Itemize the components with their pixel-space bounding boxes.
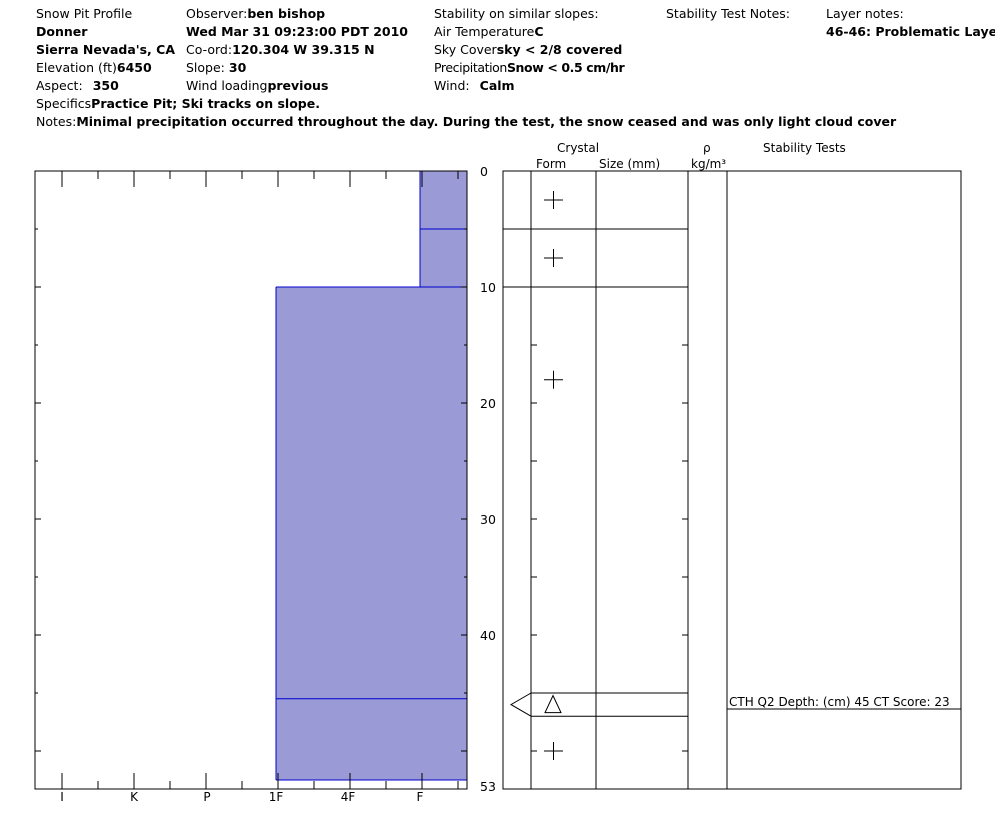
sky-cover-value: sky < 2/8 covered xyxy=(496,42,623,57)
wind-label: Wind: xyxy=(434,78,470,93)
hardness-tick-label: I xyxy=(60,790,64,804)
coord-value: 120.304 W 39.315 N xyxy=(232,42,375,57)
density-unit-header: kg/m³ xyxy=(691,157,727,171)
air-temp-value: C xyxy=(534,24,544,39)
air-temp-label: Air Temperature xyxy=(434,24,535,39)
elevation-value: 6450 xyxy=(116,60,152,75)
hardness-layer-bar xyxy=(276,287,467,699)
region: Sierra Nevada's, CA xyxy=(36,42,176,57)
hardness-frame xyxy=(34,170,468,790)
observer-value: ben bishop xyxy=(247,6,326,21)
hardness-layer-bar xyxy=(276,698,467,780)
layer-notes-label: Layer notes: xyxy=(826,6,904,21)
hardness-tick-label: P xyxy=(203,790,210,804)
crystal-header: Crystal xyxy=(557,141,600,155)
coord-label: Co-ord: xyxy=(186,42,233,57)
profile-title: Snow Pit Profile xyxy=(36,6,133,21)
hardness-tick-label: F xyxy=(417,790,424,804)
precip-value: Snow < 0.5 cm/hr xyxy=(506,60,625,75)
wind-row: Wind: Calm xyxy=(434,77,515,95)
depth-tick-label: 40 xyxy=(480,628,496,643)
precip-label: Precipitation xyxy=(434,60,507,75)
stability-similar-label: Stability on similar slopes: xyxy=(434,6,599,21)
wind-loading-row: Wind loadingprevious xyxy=(186,77,328,95)
depth-tick-label: 30 xyxy=(480,512,496,527)
wind-value: Calm xyxy=(479,78,515,93)
stability-tests-header: Stability Tests xyxy=(763,141,846,155)
coord-row: Co-ord:120.304 W 39.315 N xyxy=(186,41,375,59)
observer-row: Observer:ben bishop xyxy=(186,5,325,23)
precip-row: PrecipitationSnow < 0.5 cm/hr xyxy=(434,59,625,77)
notes-label: Notes: xyxy=(36,114,77,129)
sky-cover-label: Sky Cover xyxy=(434,42,497,57)
slope-label: Slope: xyxy=(186,60,225,75)
hardness-layer-bar xyxy=(420,171,467,229)
stability-test-notes-label: Stability Test Notes: xyxy=(666,6,791,21)
specifics-row: SpecificsPractice Pit; Ski tracks on slo… xyxy=(36,95,320,113)
problem-layer-pointer xyxy=(510,692,532,717)
layer-table-frame xyxy=(502,170,962,790)
specifics-value: Practice Pit; Ski tracks on slope. xyxy=(91,96,320,111)
datetime: Wed Mar 31 09:23:00 PDT 2010 xyxy=(186,24,408,39)
hardness-layer-bar xyxy=(420,229,467,287)
rho-header: ρ xyxy=(703,141,711,155)
hardness-tick-label: 1F xyxy=(269,790,284,804)
size-header: Size (mm) xyxy=(599,157,661,171)
stability-test-label: CTH Q2 Depth: (cm) 45 CT Score: 23 xyxy=(729,695,950,709)
air-temp-row: Air TemperatureC xyxy=(434,23,544,41)
slope-row: Slope: 30 xyxy=(186,59,246,77)
elevation-row: Elevation (ft)6450 xyxy=(36,59,152,77)
depth-tick-label: 20 xyxy=(480,396,496,411)
form-header: Form xyxy=(536,157,567,171)
hardness-tick-label: K xyxy=(130,790,139,804)
wind-loading-label: Wind loading xyxy=(186,78,268,93)
elevation-label: Elevation (ft) xyxy=(36,60,117,75)
notes-row: Notes:Minimal precipitation occurred thr… xyxy=(36,113,896,131)
aspect-label: Aspect: xyxy=(36,78,83,93)
wind-loading-value: previous xyxy=(267,78,329,93)
notes-value: Minimal precipitation occurred throughou… xyxy=(76,114,897,129)
aspect-value: 350 xyxy=(92,78,119,93)
hardness-tick-label: 4F xyxy=(341,790,356,804)
depth-tick-label: 0 xyxy=(480,164,488,179)
observer-label: Observer: xyxy=(186,6,248,21)
crystal-form-triangle xyxy=(544,694,562,714)
aspect-row: Aspect: 350 xyxy=(36,77,119,95)
specifics-label: Specifics xyxy=(36,96,92,111)
depth-tick-label: 10 xyxy=(480,280,496,295)
slope-value: 30 xyxy=(228,60,247,75)
layer-notes-value: 46-46: Problematic Layer xyxy=(826,24,995,39)
sky-cover-row: Sky Coversky < 2/8 covered xyxy=(434,41,622,59)
depth-tick-label: 53 xyxy=(480,779,496,794)
location: Donner xyxy=(36,24,88,39)
